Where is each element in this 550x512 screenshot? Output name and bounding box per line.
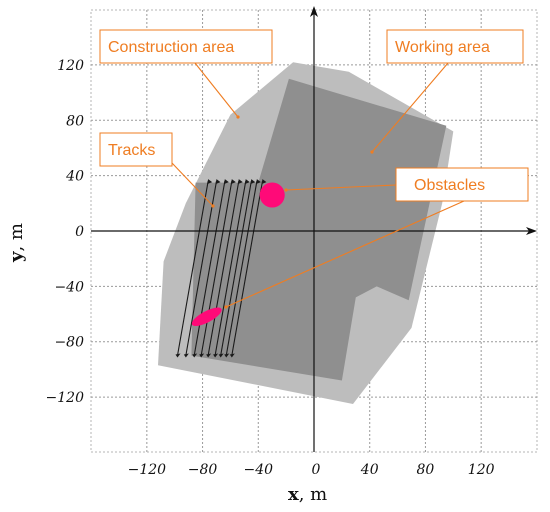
track-arrow-bottom (192, 353, 198, 358)
callout-leader-line (285, 184, 397, 191)
y-tick-label: 120 (57, 58, 84, 74)
working-area-callout-box (386, 29, 524, 64)
obstacles-group (191, 182, 285, 327)
callout-leaders (171, 62, 465, 309)
working-area-region (191, 78, 447, 381)
track-arrow-bottom (199, 353, 205, 358)
obstacle-ellipse (191, 307, 222, 327)
track-arrow-top (223, 179, 229, 185)
y-tick-label: −40 (54, 279, 84, 295)
track-arrow-top (237, 179, 243, 185)
obstacle-circle (259, 182, 285, 208)
construction-area-label: Construction area (108, 39, 234, 56)
working-area-label: Working area (395, 39, 490, 56)
callout-leader-line (194, 62, 239, 118)
tracks-label: Tracks (108, 142, 155, 159)
track-arrow-bottom (224, 353, 230, 358)
obstacles-callout: Obstacles (395, 167, 529, 202)
track-arrow-bottom (229, 353, 235, 358)
x-tick-label: −120 (128, 462, 167, 478)
x-axis-title-variable: x (288, 484, 299, 505)
track-arrow-bottom (218, 353, 224, 358)
y-tick-label: 80 (66, 113, 84, 129)
track-arrow-bottom (183, 353, 189, 358)
track-line (175, 179, 213, 358)
track-arrow-top (255, 179, 261, 185)
y-axis-title-variable: y (6, 251, 27, 263)
track-line (192, 179, 229, 358)
track-arrow-bottom (175, 353, 181, 358)
x-tick-label: 0 (312, 462, 321, 478)
track-arrow-top (261, 179, 267, 185)
callout-leader-dot (224, 305, 228, 309)
track-line (213, 179, 250, 358)
track-line (199, 179, 236, 358)
track-line (224, 179, 261, 358)
tracks-group (175, 179, 267, 358)
track-arrow-bottom (206, 353, 212, 358)
x-tick-label: −40 (244, 462, 274, 478)
track-arrow-top (244, 179, 250, 185)
x-tick-label: 80 (417, 462, 435, 478)
y-tick-label: 40 (65, 169, 84, 185)
working-area-callout: Working area (386, 29, 524, 64)
track-line (206, 179, 243, 358)
y-axis-title: y, m (6, 223, 27, 263)
construction-area-callout: Construction area (99, 29, 273, 64)
x-axis-title: x, m (288, 484, 327, 505)
callout-leader-dot (211, 204, 215, 208)
track-line (229, 179, 267, 358)
y-tick-label: 0 (75, 224, 84, 240)
track-arrow-top (230, 179, 236, 185)
callout-leader-line (225, 200, 465, 308)
obstacles-label: Obstacles (414, 177, 485, 194)
y-tick-label: −120 (46, 390, 85, 406)
axes: −120 −80 −40 0 40 80 120 120 80 40 0 −40 −80 −120 (46, 6, 537, 478)
callout-leader-dot (370, 150, 374, 154)
x-axis-arrow (526, 227, 537, 235)
track-arrow-top (250, 179, 256, 185)
y-tick-label: −80 (54, 335, 84, 351)
y-axis-arrow (310, 6, 318, 17)
x-tick-label: 120 (468, 462, 495, 478)
track-line (218, 179, 256, 358)
tracks-callout-box (99, 132, 173, 167)
x-tick-label: 40 (360, 462, 379, 478)
x-axis-title-unit: , m (299, 484, 328, 505)
track-arrow-top (215, 179, 221, 185)
track-arrow-bottom (213, 353, 219, 358)
callout-leader-dot (284, 188, 288, 192)
callout-leader-dot (236, 115, 240, 119)
callout-leader-line (371, 62, 449, 153)
y-axis-title-unit: , m (6, 223, 27, 252)
track-arrow-top (207, 179, 213, 185)
tracks-callout: Tracks (99, 132, 173, 167)
x-tick-label: −80 (188, 462, 218, 478)
obstacles-callout-box (395, 167, 529, 202)
callout-leader-line (171, 162, 214, 207)
track-line (183, 179, 221, 358)
construction-area-callout-box (99, 29, 273, 64)
